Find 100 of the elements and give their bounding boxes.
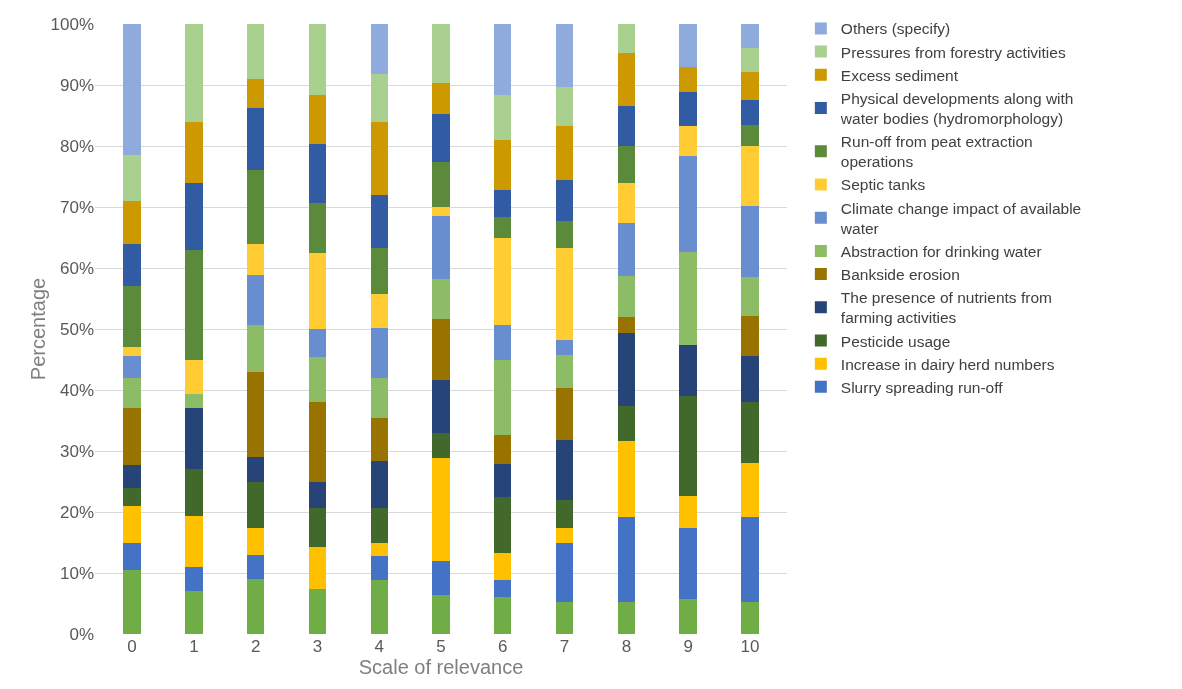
bar [741, 71, 759, 100]
bar [617, 223, 636, 276]
bar [185, 591, 203, 634]
bar [370, 555, 388, 581]
bar [494, 24, 512, 96]
x-tick-label: 0 [127, 637, 137, 656]
bar [617, 405, 636, 442]
bar [555, 126, 574, 181]
bar [679, 528, 697, 600]
bar [123, 569, 141, 634]
bar [741, 402, 759, 464]
bar [246, 107, 265, 171]
bar [679, 345, 697, 397]
bar [123, 487, 141, 506]
legend-label: Run-off from peat extraction operations [840, 133, 1033, 171]
bar [494, 217, 512, 238]
bar [617, 275, 636, 317]
bar [370, 580, 388, 634]
y-tick-label: 30% [59, 441, 94, 461]
bar [494, 553, 512, 581]
bar [185, 469, 203, 517]
bar [370, 194, 388, 249]
bar [123, 347, 141, 356]
x-tick-label: 2 [250, 637, 261, 656]
bar [370, 460, 388, 508]
bar [555, 527, 574, 543]
bar [246, 243, 265, 276]
bar [246, 170, 265, 244]
y-axis-title: Percentage [27, 277, 49, 381]
bar [308, 357, 327, 403]
bar [123, 155, 141, 201]
bar [617, 333, 636, 406]
bar [432, 278, 450, 320]
bar [370, 248, 388, 294]
bar [370, 121, 388, 195]
bar [308, 94, 327, 144]
bar [555, 388, 574, 441]
y-tick-label: 80% [59, 136, 94, 156]
bar [494, 464, 512, 498]
bar [617, 182, 636, 224]
bar [432, 379, 450, 433]
bar [123, 465, 141, 488]
bar [555, 339, 574, 356]
bar [555, 180, 574, 222]
bar [617, 516, 636, 602]
x-tick-label: 6 [498, 637, 508, 656]
bar [432, 207, 450, 216]
bar [432, 162, 450, 207]
x-tick-label: 10 [740, 637, 760, 656]
bar [123, 286, 141, 348]
bar [555, 355, 574, 389]
x-tick-label: 4 [374, 637, 384, 656]
bar [308, 143, 327, 203]
bar [246, 275, 265, 326]
bar [432, 24, 450, 84]
bar [123, 542, 141, 570]
bar [246, 481, 265, 529]
x-tick-label: 9 [683, 637, 693, 656]
bar [370, 327, 388, 378]
y-tick-label: 60% [59, 258, 94, 278]
bar [308, 546, 327, 589]
legend-label: Physical developments along with water bodies (hydromorphology) [839, 89, 1074, 128]
y-tick-label: 10% [59, 563, 94, 583]
y-tick-label: 90% [59, 75, 94, 95]
bar [555, 601, 574, 634]
bar [308, 24, 327, 95]
bar [741, 99, 759, 125]
bar [741, 463, 759, 517]
bar [246, 78, 265, 108]
bar [185, 182, 203, 250]
bar [494, 95, 512, 140]
bar [679, 126, 697, 156]
bar [741, 24, 759, 49]
bar [679, 599, 697, 634]
bar [555, 499, 574, 528]
x-tick-label: 5 [436, 637, 446, 656]
legend-label: Abstraction for drinking water [840, 242, 1042, 260]
bar [555, 440, 574, 500]
bar [555, 542, 574, 602]
bar [246, 554, 265, 580]
bar [679, 251, 697, 346]
bar [555, 24, 574, 88]
bar [494, 580, 512, 598]
bar [617, 105, 636, 146]
bar [246, 325, 265, 372]
bar [494, 139, 512, 190]
bar [246, 24, 265, 79]
x-axis-title: Scale of relevance [358, 656, 524, 678]
bar [370, 24, 388, 75]
y-tick-label: 40% [59, 380, 94, 400]
bar [185, 249, 203, 360]
bar [741, 276, 759, 316]
bar [370, 74, 388, 122]
legend-label: Climate change impact of available water [839, 199, 1082, 237]
bar [308, 402, 327, 482]
bar [432, 319, 450, 380]
bar [741, 124, 759, 146]
bar [555, 87, 574, 127]
bar [308, 588, 327, 634]
y-tick-label: 100% [50, 14, 94, 34]
